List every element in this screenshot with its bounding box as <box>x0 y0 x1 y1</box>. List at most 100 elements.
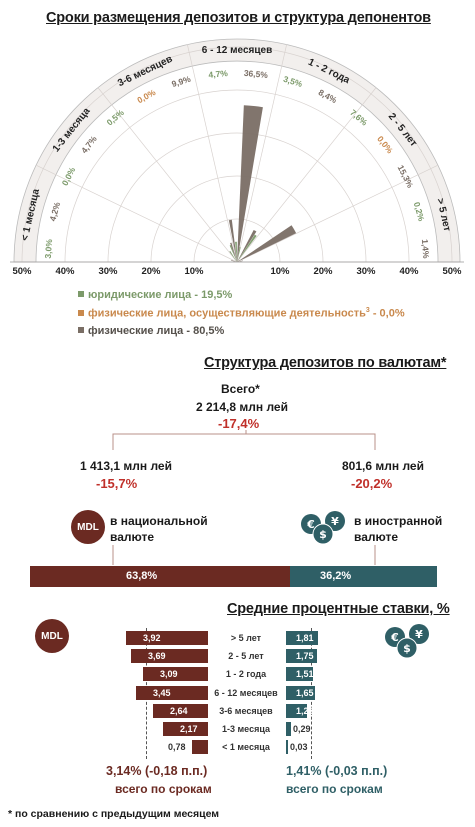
fx-euro-glyph: € <box>306 518 315 531</box>
mdl-total-caption: всего по срокам <box>115 782 212 796</box>
fx-rate-label: 1,65 <box>296 687 314 698</box>
polar-ring <box>150 175 324 263</box>
legend-legal-swatch <box>78 291 84 297</box>
polar-divider <box>187 44 238 263</box>
polar-axis-tick: 50% <box>12 266 32 277</box>
national-change: -15,7% <box>96 476 138 491</box>
fx-rate-label: 0,29 <box>293 724 311 734</box>
fx-rate-label: 1,20 <box>296 705 314 716</box>
fx2-dollar-glyph: $ <box>403 642 411 655</box>
fx-rate-label: 1,81 <box>296 633 314 643</box>
term-label: 2 - 5 лет <box>228 651 264 662</box>
currency-structure-title: Структура депозитов по валютам* <box>204 355 447 371</box>
polar-axis-tick: 50% <box>442 266 462 277</box>
polar-value-label: 8,4% <box>317 87 339 105</box>
polar-value-label: 0,0% <box>135 87 157 105</box>
mdl-rate-bar <box>131 649 208 664</box>
polar-value-label: 4,7% <box>208 68 229 80</box>
fx2-yen-circle <box>409 624 429 644</box>
fx-rate-bar <box>286 649 317 664</box>
fx-rate-bar <box>286 722 291 736</box>
polar-axis-tick: 30% <box>356 266 376 277</box>
polar-ring <box>21 46 453 263</box>
polar-petal <box>231 260 237 262</box>
polar-petal <box>237 105 263 263</box>
legend-individual-label: физические лица - 80,5% <box>88 325 225 337</box>
mdl-rate-label: 3,45 <box>153 687 171 698</box>
rates-chart: 3,92 > 5 лет 1,81 3,69 2 - 5 лет 1,75 3,09 1 - … <box>0 628 475 760</box>
polar-value-label: 9,9% <box>170 74 192 89</box>
term-label: 1-3 месяца <box>222 724 270 734</box>
polar-value-label: 15,3% <box>396 163 416 189</box>
legend-entrepreneur: физические лица, осуществляющие деятельн… <box>78 307 405 320</box>
legend-legal-label: юридические лица - 19,5% <box>88 289 233 301</box>
mdl-rate-label: 2,17 <box>180 724 198 734</box>
fx2-euro-glyph: € <box>390 631 399 644</box>
fx-total-value: 1,41% <box>286 764 322 778</box>
polar-petal <box>235 241 237 262</box>
polar-ring <box>64 89 410 263</box>
polar-petal <box>230 242 237 262</box>
polar-value-label: 0,2% <box>412 201 427 223</box>
mdl-total-change: (-0,18 п.п.) <box>144 764 208 778</box>
currency-share-bar: 63,8% 36,2% <box>30 566 437 587</box>
legend-entrepreneur-sup: 3 <box>365 307 370 314</box>
deposit-terms-title: Сроки размещения депозитов и структура д… <box>46 10 431 26</box>
mdl-rate-bar <box>136 685 208 700</box>
polar-value-label: 7,6% <box>348 107 370 127</box>
legend-entrepreneur-swatch <box>78 309 84 316</box>
foreign-caption-2: валюте <box>354 530 399 544</box>
polar-axis-tick: 20% <box>141 266 161 277</box>
legend-legal: юридические лица - 19,5% <box>78 289 232 301</box>
polar-petal <box>237 260 243 262</box>
legend-individual: физические лица - 80,5% <box>78 325 224 337</box>
fx-total-caption: всего по срокам <box>286 782 383 796</box>
polar-ring <box>107 132 367 263</box>
polar-ring <box>193 218 281 263</box>
mdl-rate-label: 3,09 <box>160 669 178 680</box>
mdl-rate-label: 3,92 <box>143 633 161 643</box>
polar-value-label: 4,7% <box>79 134 99 156</box>
polar-axis-tick: 10% <box>270 266 290 277</box>
total-value: 2 214,8 млн лей <box>196 400 288 414</box>
foreign-currency-icon: € ¥ $ <box>301 511 345 545</box>
polar-value-label: 36,5% <box>243 68 268 80</box>
mdl-rate-label: 2,64 <box>170 705 188 716</box>
term-label: > 5 лет <box>230 633 262 643</box>
mdl-rate-label: 3,69 <box>148 651 166 662</box>
polar-petal <box>237 234 257 262</box>
legend-entrepreneur-label: физические лица, осуществляющие деятельн… <box>88 307 366 320</box>
polar-divider <box>236 87 377 263</box>
foreign-currency-icon-rates: € ¥ $ <box>385 624 429 659</box>
national-value: 1 413,1 млн лей <box>80 459 172 473</box>
share-foreign-label: 36,2% <box>320 570 352 582</box>
share-foreign: 36,2% <box>290 566 437 587</box>
split-connector-line <box>112 433 376 450</box>
foreign-change: -20,2% <box>351 476 393 491</box>
fx-dollar-circle <box>312 523 334 545</box>
fx-dollar-glyph: $ <box>319 528 327 541</box>
polar-axis-tick: 20% <box>313 266 333 277</box>
mdl-rate-bar <box>143 667 208 682</box>
fx-total: 1,41% (-0,03 п.п.) <box>286 764 387 778</box>
total-change: -17,4% <box>218 416 260 431</box>
national-caption-1: в национальной <box>110 514 208 528</box>
term-label: 3-6 месяцев <box>219 705 273 716</box>
fx-total-change: (-0,03 п.п.) <box>324 764 388 778</box>
polar-value-label: 3,5% <box>282 74 304 89</box>
mdl-badge-rates: MDL <box>35 619 69 653</box>
polar-petal <box>228 219 237 262</box>
polar-value-label: 1,4% <box>420 239 431 259</box>
polar-value-label: 3,0% <box>43 238 54 258</box>
legend-entrepreneur-suffix: - 0,0% <box>369 307 405 320</box>
fx-rate-bar <box>286 631 318 645</box>
polar-sector-label: 6 - 12 месяцев <box>202 45 272 56</box>
total-label: Всего* <box>221 382 260 396</box>
polar-petal <box>237 225 297 262</box>
fx-rate-bar <box>286 685 315 700</box>
mdl-rate-bar <box>163 722 208 736</box>
fx-rate-bar <box>286 740 288 755</box>
polar-axis-tick: 40% <box>399 266 419 277</box>
polar-petal <box>229 245 237 262</box>
share-national: 63,8% <box>30 566 290 587</box>
